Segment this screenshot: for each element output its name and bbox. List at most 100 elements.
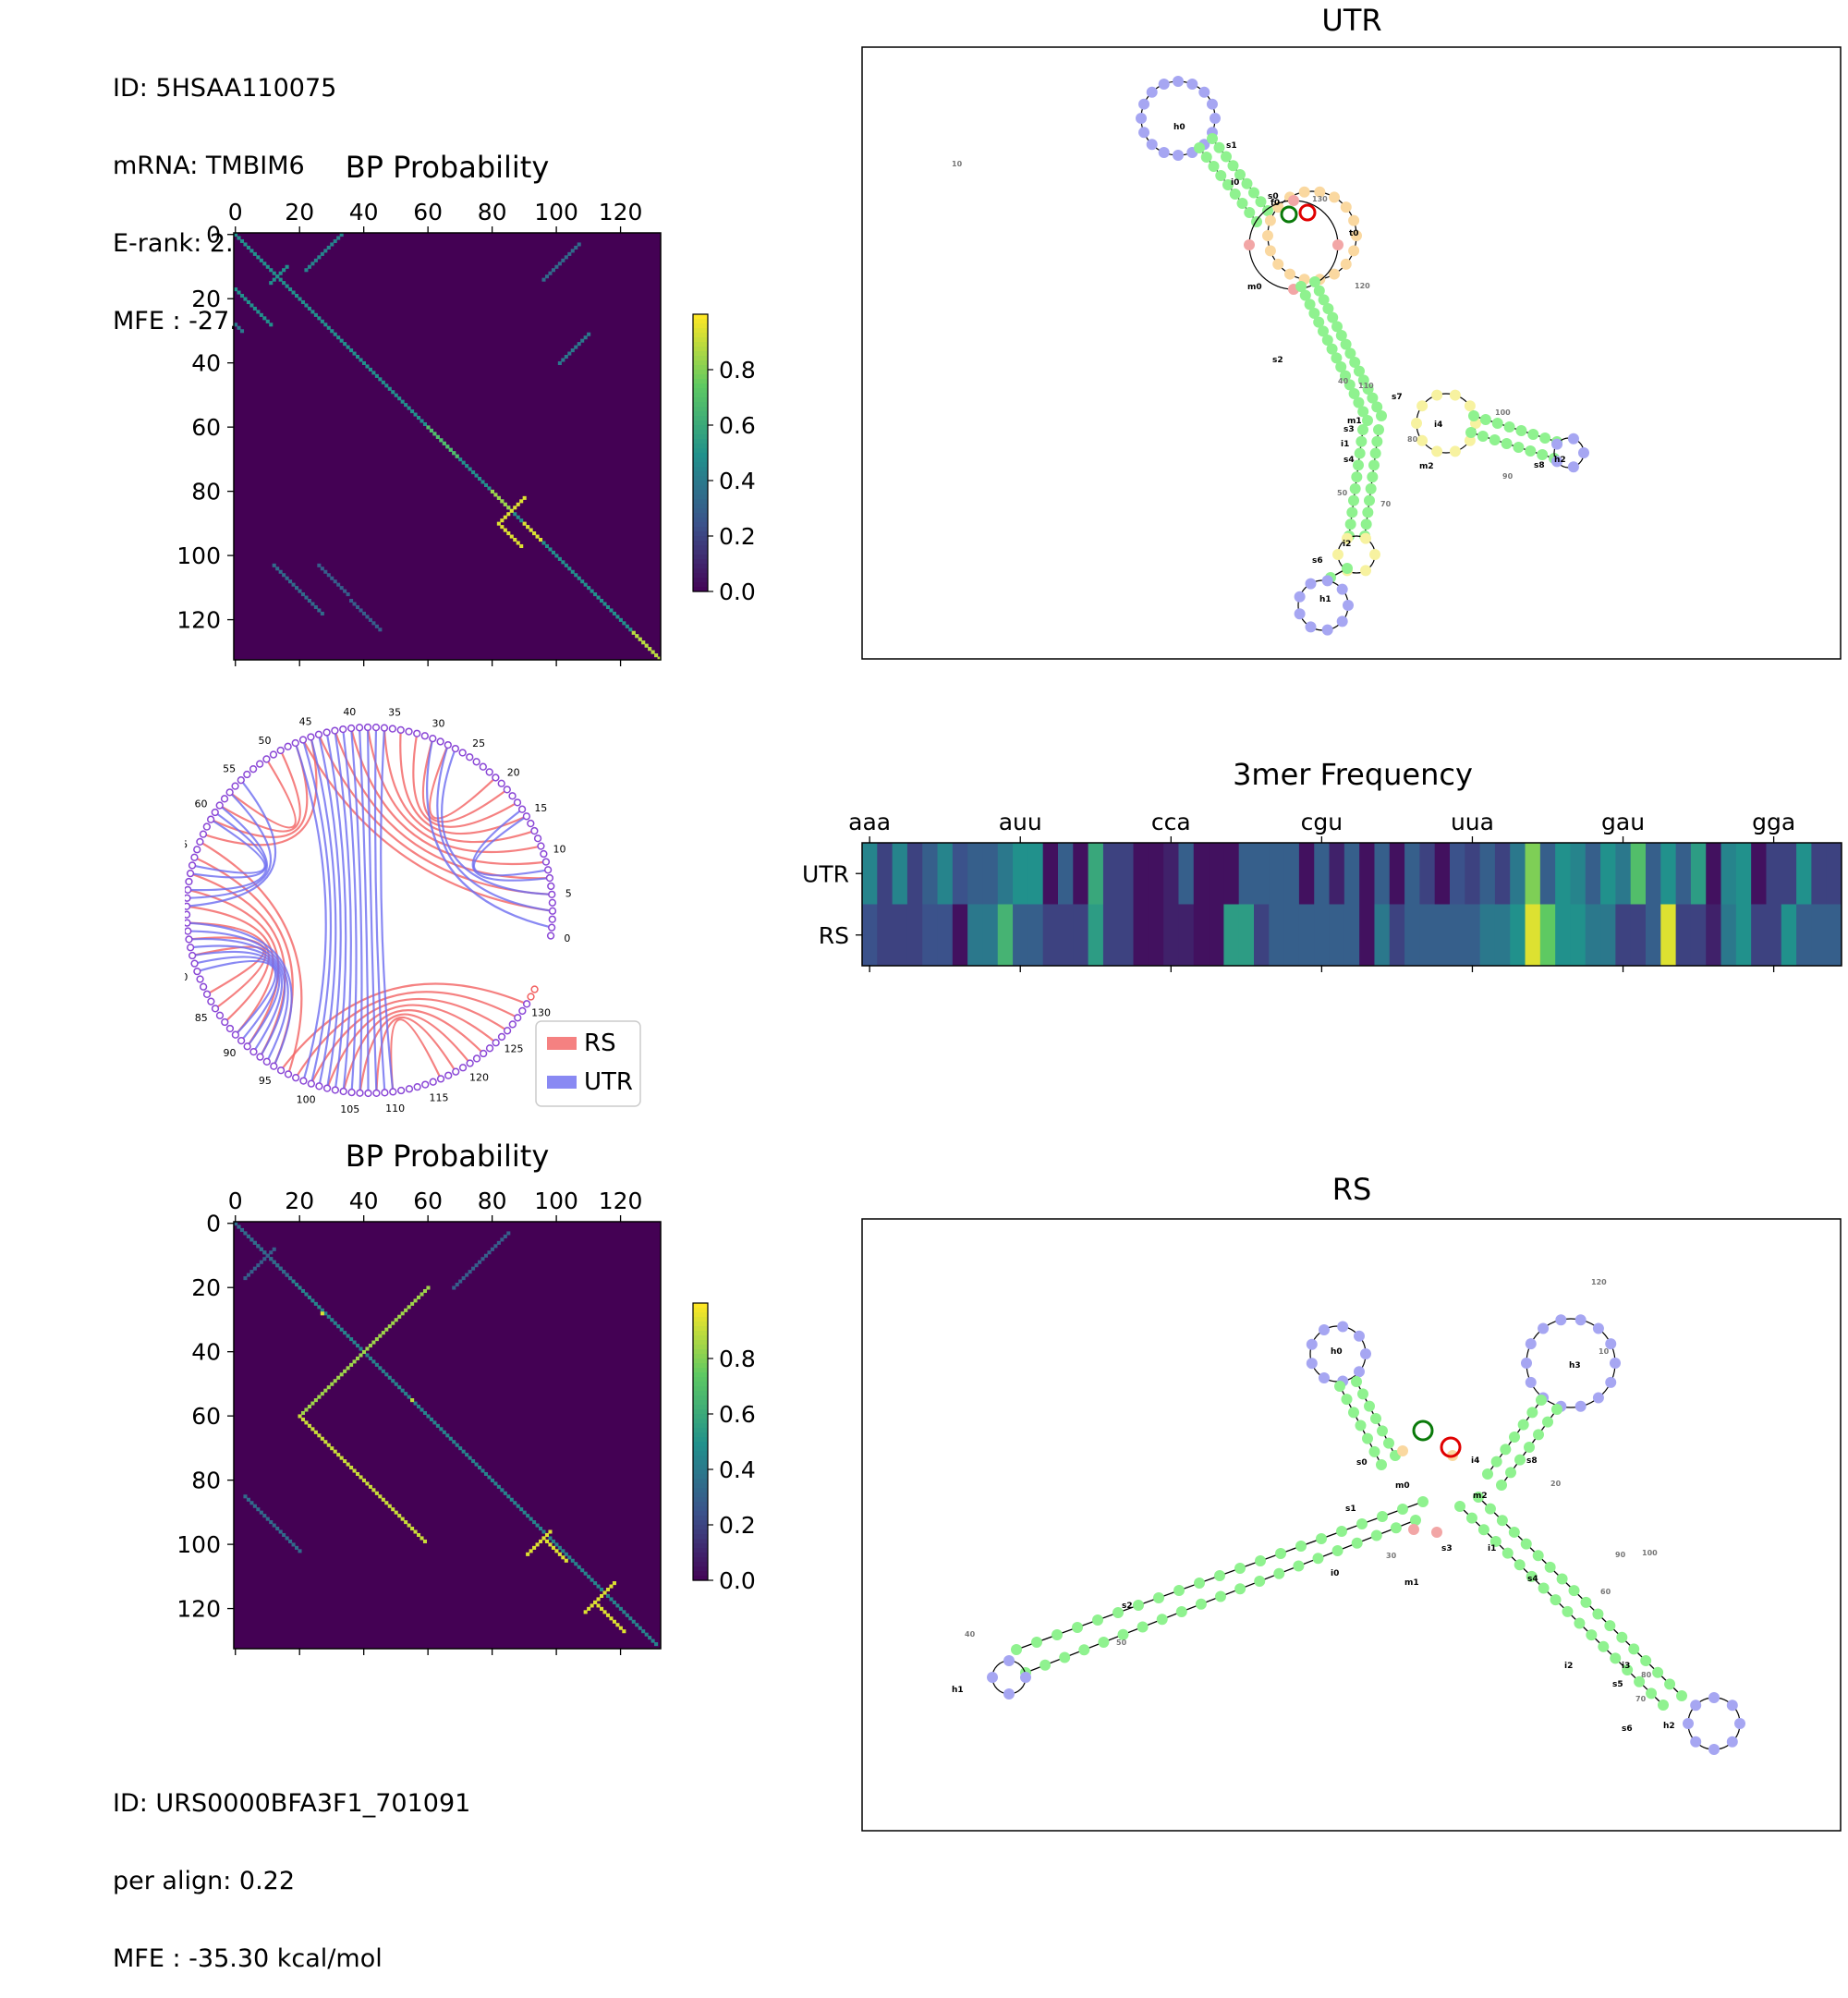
bp-cell [256, 310, 261, 314]
nucleotide [1449, 445, 1461, 457]
structure-label: 120 [1355, 282, 1370, 290]
colorbar-band [693, 1576, 708, 1581]
bp-cell [326, 1314, 331, 1319]
arc-node [314, 730, 323, 738]
nucleotide [1484, 1503, 1496, 1515]
bp-cell [413, 1529, 418, 1534]
kmer-cell [1102, 843, 1119, 905]
bp-cell [593, 592, 598, 597]
bp-cell [278, 271, 283, 275]
structure-label: 20 [1550, 1480, 1562, 1488]
bp-cell [526, 1552, 530, 1556]
nucleotide [1551, 438, 1563, 450]
bp-cell [593, 1581, 598, 1586]
nucleotide [1348, 388, 1360, 399]
arc-node [372, 1089, 381, 1098]
nucleotide [1362, 384, 1374, 395]
arc-node [451, 744, 459, 753]
colorbar-band [693, 1340, 708, 1346]
bp-cell [323, 249, 328, 253]
colorbar-band [693, 467, 708, 472]
bp-cell [551, 1539, 555, 1543]
bp-cell [330, 576, 334, 580]
arc-node [225, 1024, 235, 1033]
bp-cell [256, 1507, 261, 1512]
arc-node [185, 935, 193, 944]
kmer-cell [862, 904, 878, 967]
bp-cell [304, 595, 309, 600]
colorbar-band [693, 508, 708, 514]
colorbar-band [693, 1534, 708, 1540]
colorbar-band [693, 1566, 708, 1572]
arc-node [527, 819, 535, 828]
nucleotide [1628, 1643, 1640, 1655]
nucleotide [1708, 1692, 1720, 1703]
arc-pair [197, 959, 277, 1036]
y-tick-label: 60 [191, 1403, 221, 1430]
arc-node [193, 846, 201, 854]
arc-node [211, 808, 219, 817]
nucleotide [1360, 565, 1371, 577]
structure-label: 80 [1641, 1671, 1652, 1679]
arc-node [472, 758, 480, 766]
bp-cell [541, 277, 546, 282]
kmer-cell [1163, 904, 1179, 967]
nucleotide [1236, 198, 1248, 209]
nucleotide [1683, 1718, 1694, 1729]
nucleotide [1416, 400, 1429, 412]
bp-cell [548, 547, 553, 552]
bp-cell [343, 589, 347, 593]
bp-cell [356, 1356, 360, 1360]
kmer-cell [1450, 843, 1465, 905]
arc-node [202, 822, 212, 831]
arc-node [339, 725, 347, 734]
nucleotide [1431, 389, 1443, 401]
nucleotide [1509, 1431, 1520, 1443]
colorbar-band [693, 1363, 708, 1369]
nucleotide [1370, 1413, 1381, 1424]
bp-cell [336, 1375, 341, 1380]
bp-cell [557, 262, 562, 266]
kmer-cell [1585, 843, 1601, 905]
nucleotide [1207, 133, 1218, 144]
nucleotide [1411, 418, 1422, 429]
bp-cell [243, 1231, 248, 1236]
bp-cell [622, 621, 626, 626]
arc-pair [191, 950, 281, 1047]
arc-pair [342, 728, 358, 1093]
bp-cell [285, 284, 289, 288]
kmer-cell [1675, 904, 1692, 967]
arc-pair [202, 737, 318, 847]
kmer-cell [1735, 843, 1752, 905]
bp-cell [490, 1478, 494, 1482]
kmer-cell [1133, 843, 1149, 905]
nucleotide [1321, 335, 1333, 346]
bp-cell [590, 1578, 594, 1582]
colorbar-band [693, 541, 708, 546]
colorbar-band [693, 425, 708, 431]
bp-cell [574, 245, 578, 250]
structure-label: 70 [1380, 500, 1392, 508]
nucleotide [1708, 1744, 1720, 1755]
kmer-row-label: RS [819, 922, 849, 949]
bp-cell [282, 268, 286, 273]
bp-cell [269, 1520, 274, 1525]
bp-cell [339, 338, 344, 343]
structure-label: i4 [1471, 1456, 1479, 1466]
nucleotide [1273, 1567, 1285, 1579]
colorbar-band [693, 1520, 708, 1526]
bp-probability-rs-chart: BP Probability 0 20 40 60 80 100 120 0 20 40 60 80… [176, 1139, 756, 1655]
kmer-cell [1465, 843, 1481, 905]
nucleotide [1332, 239, 1343, 250]
nucleotide [1342, 532, 1353, 544]
nucleotide [1251, 216, 1262, 227]
bp-cell [320, 319, 324, 323]
bp-cell [387, 1504, 392, 1508]
kmer-cell [1404, 904, 1420, 967]
kmer-cell [906, 843, 923, 905]
nucleotide [1356, 435, 1368, 447]
bp-cell [503, 515, 507, 519]
bp-cell [587, 1606, 591, 1611]
nucleotide [1592, 1322, 1604, 1334]
structure-label: i4 [1434, 420, 1442, 430]
